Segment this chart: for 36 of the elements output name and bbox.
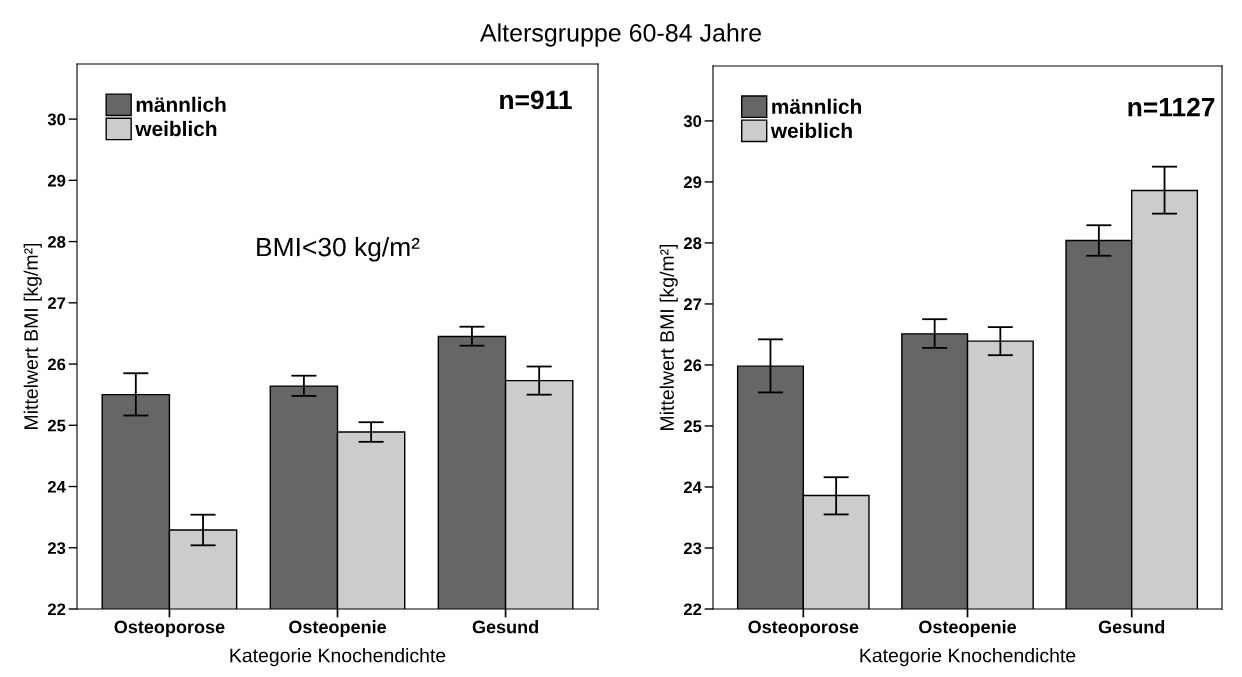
y-tick-label: 26 [47, 358, 66, 371]
legend-label: weiblich [135, 120, 217, 137]
y-tick-label: 30 [47, 113, 66, 126]
y-tick-label: 25 [683, 420, 702, 433]
y-tick-label: 29 [683, 176, 702, 189]
y-tick-label: 25 [47, 419, 66, 432]
x-tick-label: Osteopenie [919, 620, 1017, 637]
y-axis-title: Mittelwert BMI [kg/m²] [659, 244, 678, 430]
x-axis-title: Kategorie Knochendichte [230, 648, 446, 667]
x-tick-label: Gesund [472, 620, 538, 634]
x-tick-label: Osteoporose [748, 620, 859, 637]
legend-label: weiblich [770, 122, 852, 139]
y-tick-label: 23 [683, 542, 702, 555]
y-tick-label: 29 [47, 174, 66, 187]
y-tick-label: 27 [47, 297, 66, 309]
x-tick-label: Osteoporose [114, 620, 225, 637]
legend-label: männlich [772, 98, 862, 114]
y-axis-title: Mittelwert BMI [kg/m²] [23, 243, 42, 429]
y-tick-label: 28 [683, 237, 702, 250]
x-tick-label: Gesund [1098, 620, 1165, 634]
legend-label: männlich [136, 96, 226, 113]
x-axis-title: Kategorie Knochendichte [860, 648, 1076, 667]
y-tick-label: 22 [47, 603, 66, 616]
chart-title: Altersgruppe 60-84 Jahre [480, 23, 761, 47]
annotation: BMI<30 kg/m² [257, 237, 420, 262]
annotation: n=911 [500, 90, 572, 110]
y-tick-label: 22 [683, 603, 702, 616]
y-tick-label: 23 [47, 542, 66, 554]
y-tick-label: 27 [683, 298, 702, 310]
y-tick-label: 24 [683, 481, 702, 494]
y-tick-label: 26 [683, 359, 702, 372]
x-tick-label: Osteopenie [289, 620, 387, 637]
y-tick-label: 28 [47, 235, 66, 248]
y-tick-label: 24 [47, 480, 66, 493]
annotation: n=1127 [1128, 97, 1215, 117]
y-tick-label: 30 [683, 115, 702, 128]
